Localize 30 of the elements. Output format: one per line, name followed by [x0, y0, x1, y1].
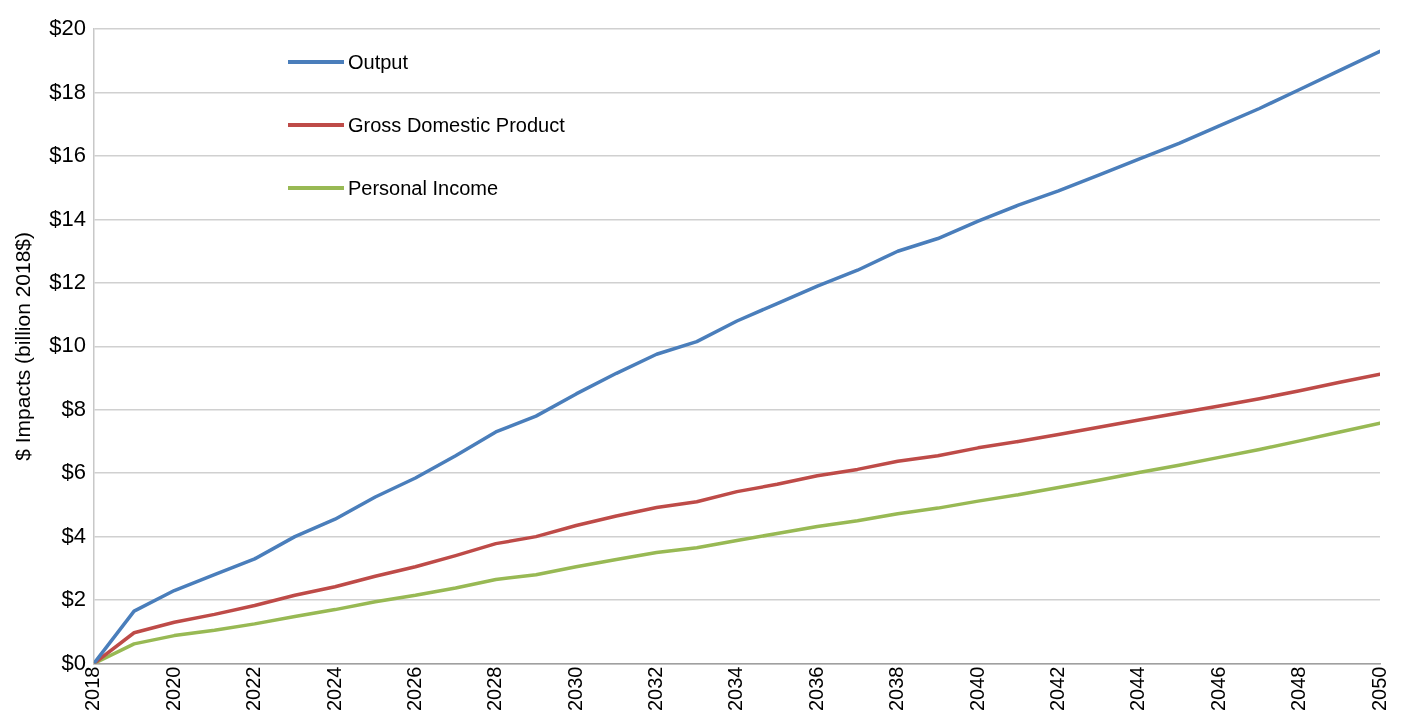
x-tick-label: 2032	[644, 666, 667, 712]
y-tick-label: $14	[49, 205, 86, 231]
legend-label: Output	[348, 50, 409, 74]
y-tick-label: $10	[49, 332, 86, 358]
legend-label: Personal Income	[348, 176, 499, 200]
x-tick-label: 2048	[1287, 666, 1310, 712]
x-tick-label: 2026	[402, 666, 425, 712]
x-tick-label: 2036	[804, 666, 827, 712]
y-axis-title: $ Impacts (billion 2018$)	[11, 231, 35, 461]
x-tick-label: 2034	[724, 666, 747, 712]
y-tick-label: $2	[61, 586, 86, 612]
x-tick-label: 2046	[1206, 666, 1229, 712]
x-tick-label: 2020	[161, 666, 184, 712]
y-tick-label: $18	[49, 78, 86, 104]
x-tick-label: 2028	[483, 666, 506, 712]
x-tick-label: 2038	[885, 666, 908, 712]
y-tick-label: $6	[61, 459, 86, 485]
y-tick-label: $16	[49, 142, 86, 168]
y-tick-label: $8	[61, 395, 86, 421]
x-tick-label: 2024	[322, 666, 345, 712]
x-tick-label: 2030	[563, 666, 586, 712]
y-tick-label: $12	[49, 268, 86, 294]
x-tick-label: 2022	[242, 666, 265, 712]
y-tick-label: $4	[61, 522, 86, 548]
x-tick-label: 2050	[1367, 666, 1390, 712]
x-tick-label: 2044	[1126, 666, 1149, 712]
y-tick-label: $20	[49, 15, 86, 41]
x-tick-label: 2040	[965, 666, 988, 712]
x-tick-label: 2042	[1045, 666, 1068, 712]
legend-label: Gross Domestic Product	[348, 113, 565, 137]
